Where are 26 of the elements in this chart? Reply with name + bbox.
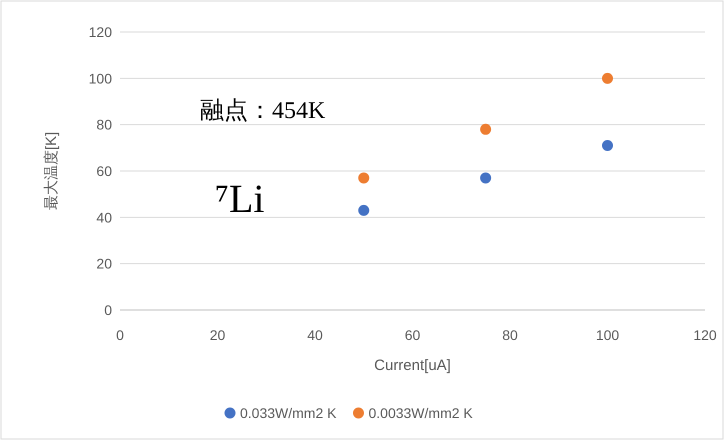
x-tick-label: 80 [502,327,518,343]
x-tick-label: 20 [210,327,226,343]
legend-label: 0.033W/mm2 K [240,405,338,421]
x-axis-title: Current[uA] [374,357,451,374]
y-tick-label: 60 [96,163,112,179]
y-tick-label: 0 [104,302,112,318]
x-tick-label: 60 [404,327,420,343]
y-axis-title: 最大温度[K] [43,132,60,210]
point [602,72,613,84]
annotation: ⁷Li [215,176,264,221]
x-tick-label: 0 [116,327,124,343]
point [480,172,492,184]
x-tick-label: 40 [307,327,323,343]
legend-label: 0.0033W/mm2 K [368,405,474,421]
y-tick-label: 40 [96,209,112,226]
y-tick-label: 20 [96,256,112,272]
x-tick-label: 100 [596,327,620,343]
point [602,140,613,152]
annotation: 融点：454K [200,98,326,124]
point [480,124,492,135]
x-tick-label: 120 [693,327,717,343]
y-tick-label: 80 [96,116,112,133]
y-tick-label: 100 [88,70,112,86]
point [358,172,370,184]
point [358,204,370,216]
y-tick-label: 120 [88,24,112,40]
